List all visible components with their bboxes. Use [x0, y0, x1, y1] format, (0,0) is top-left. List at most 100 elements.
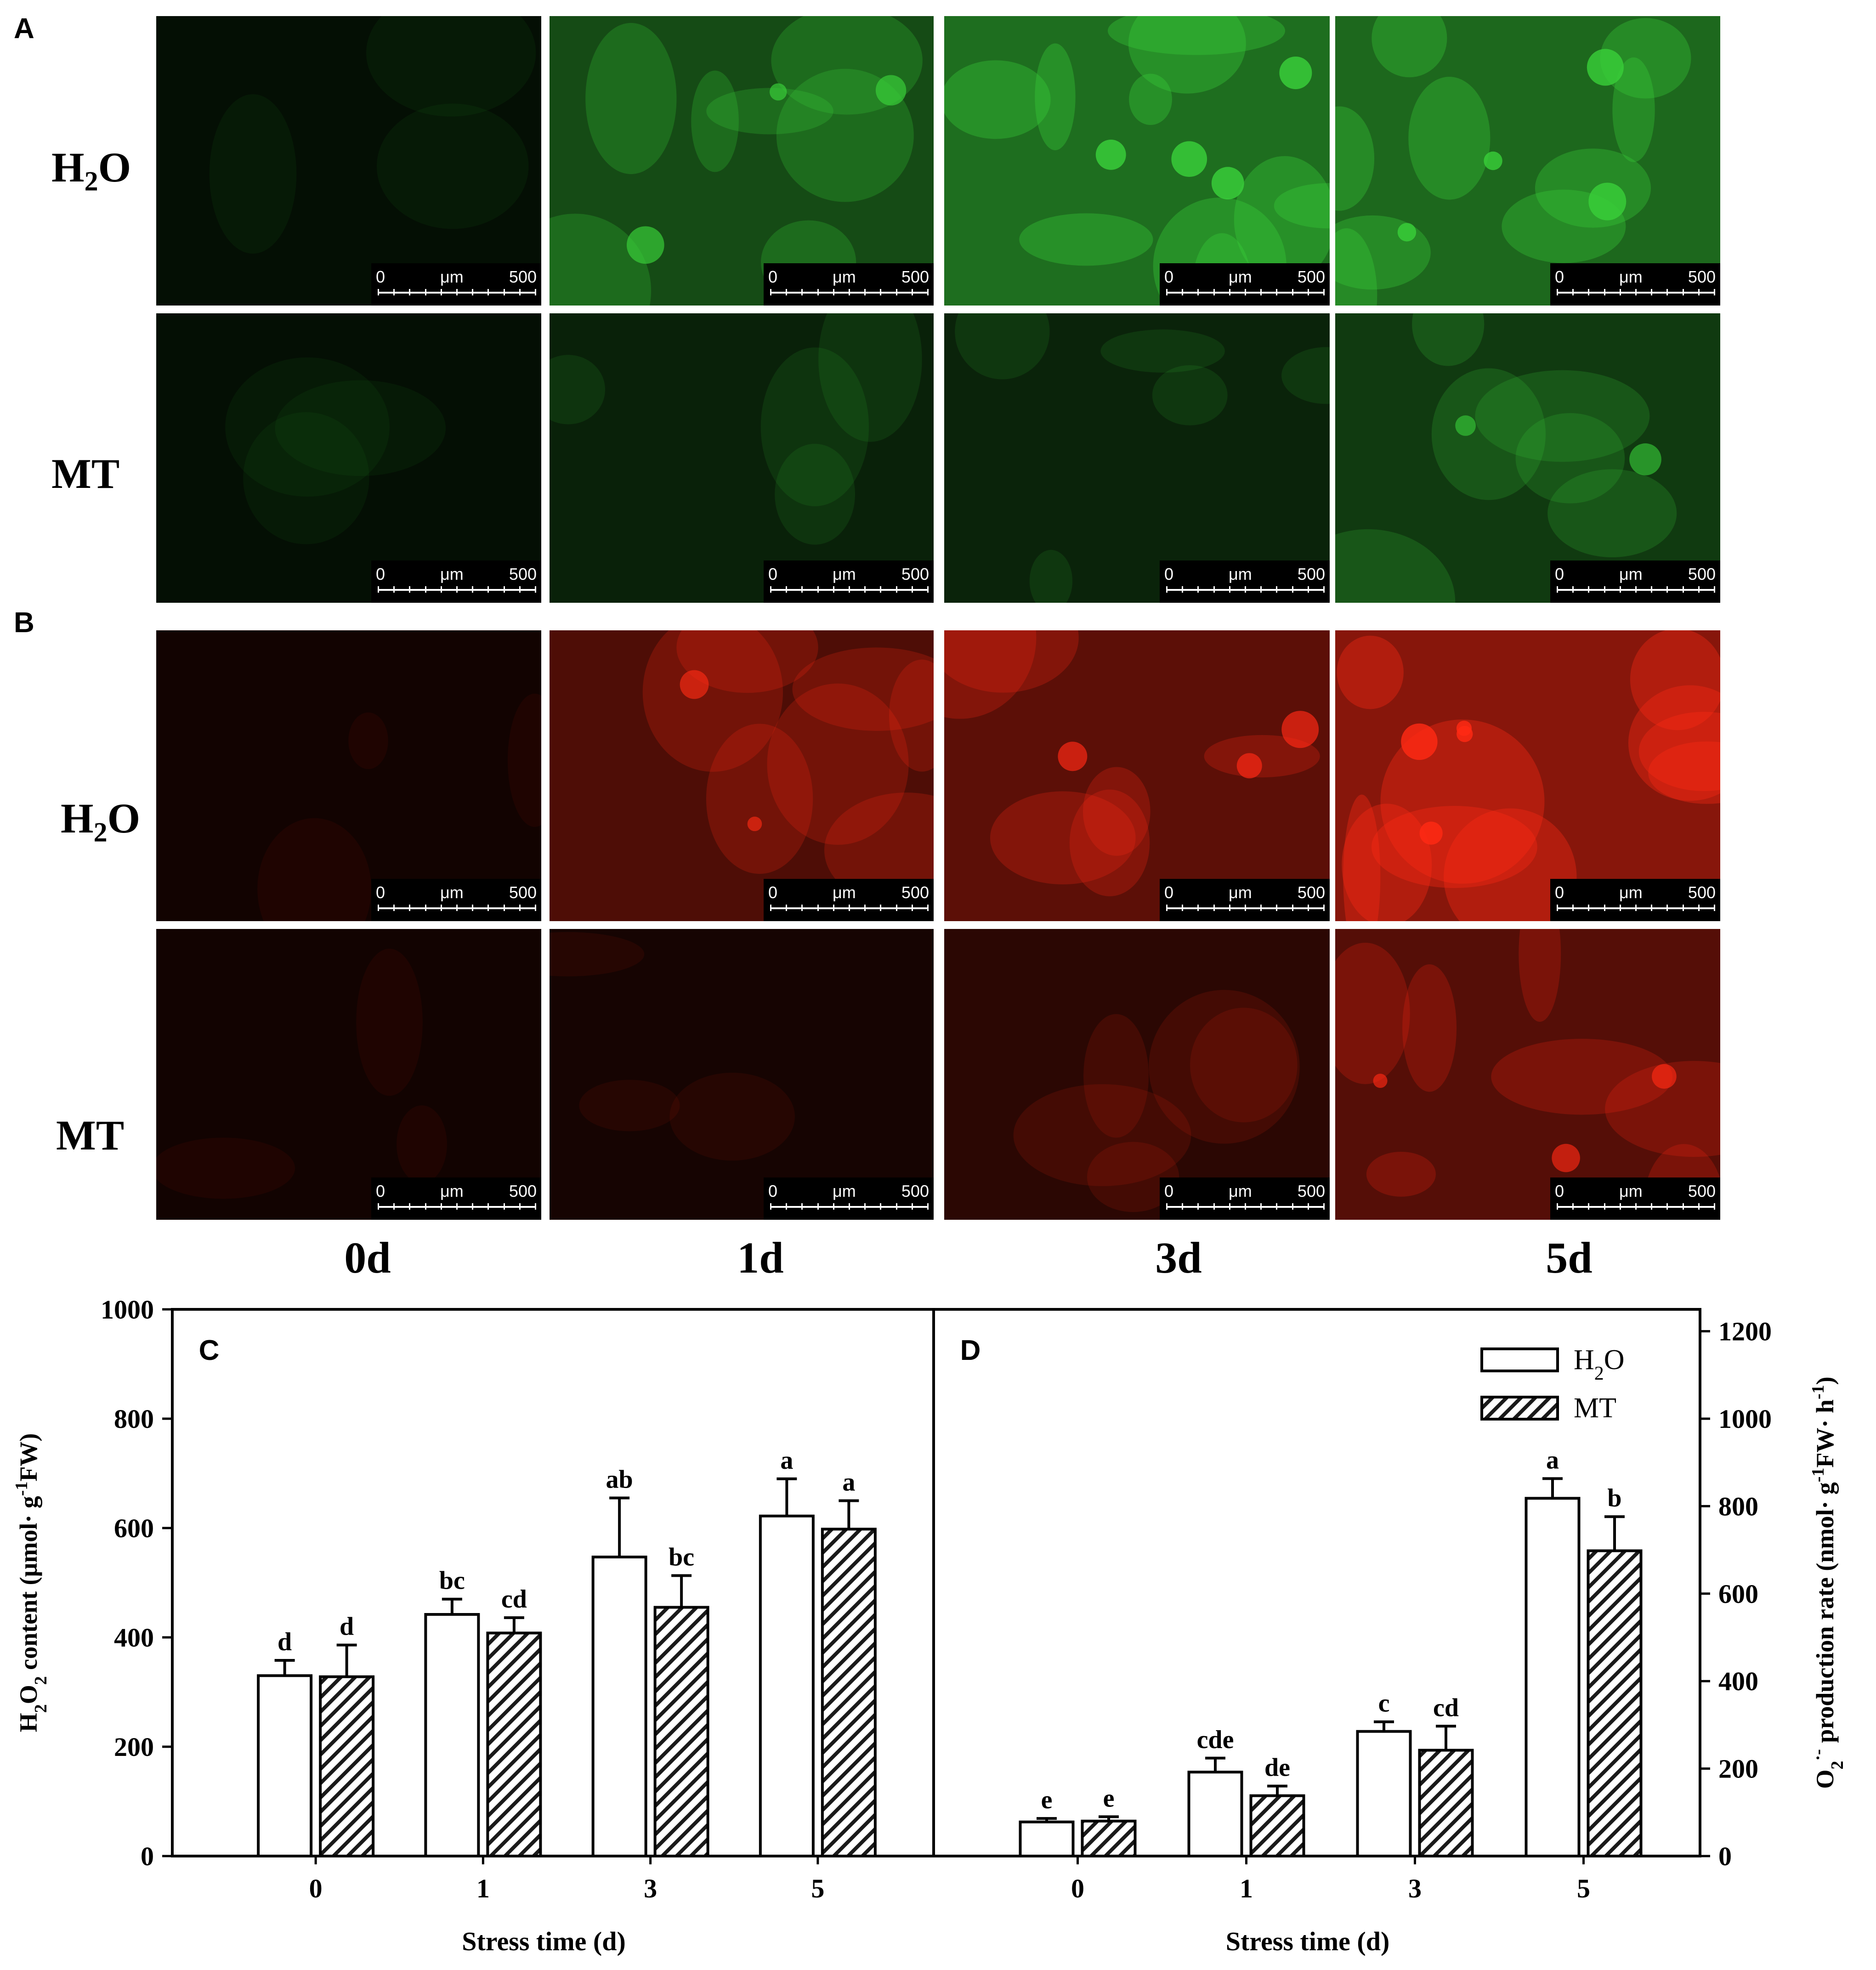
significance-letter: d [340, 1613, 354, 1641]
y-axis-label-d: O2·- production rate (nmol· g-1FW· h-1) [1808, 1376, 1847, 1789]
legend-label-mt: MT [1574, 1393, 1616, 1424]
scale-bar-start: 0 [1164, 883, 1174, 902]
scale-bar-start: 0 [376, 565, 385, 583]
panel-letter-b: B [14, 607, 34, 639]
legend-swatch-mt [1480, 1396, 1559, 1421]
significance-letter: e [1103, 1784, 1115, 1812]
x-tick-label: 5 [811, 1874, 824, 1903]
bar-c-mt-3 [653, 1606, 709, 1857]
bar-d-h2o-5 [1525, 1497, 1581, 1858]
bar-d-mt-0 [1081, 1819, 1137, 1857]
scale-bar-unit: μm [440, 1182, 464, 1200]
scale-bar: 0 μm 500 [764, 263, 934, 306]
legend-swatch-h2o [1480, 1347, 1559, 1372]
scale-bar-unit: μm [440, 267, 464, 286]
significance-letter: a [842, 1468, 855, 1497]
scale-bar-unit: μm [440, 883, 464, 902]
scale-bar-start: 0 [1555, 883, 1564, 902]
bar-d-h2o-0 [1019, 1820, 1075, 1858]
row-label-b-h2o: H2O [61, 795, 141, 848]
scale-bar: 0 μm 500 [1160, 1177, 1330, 1220]
scale-bar-end: 500 [1297, 1182, 1325, 1200]
x-tick-label: 1 [476, 1874, 490, 1903]
scale-bar: 0 μm 500 [1160, 879, 1330, 921]
scale-bar-start: 0 [768, 883, 778, 902]
micrograph-a-r2-c1: 0 μm 500 [156, 313, 541, 603]
scale-bar-end: 500 [1688, 565, 1716, 583]
x-tick-label: 3 [644, 1874, 657, 1903]
scale-bar: 0 μm 500 [1550, 1177, 1720, 1220]
scale-bar-end: 500 [1688, 1182, 1716, 1200]
x-axis-label-d: Stress time (d) [1226, 1926, 1390, 1956]
significance-letter: de [1264, 1754, 1290, 1782]
bar-c-h2o-5 [759, 1514, 815, 1857]
micrograph-b-r1-c4: 0 μm 500 [1335, 630, 1720, 921]
scale-bar: 0 μm 500 [371, 1177, 541, 1220]
row-label-a-h2o: H2O [51, 144, 131, 197]
bar-charts-c-d: C020040060080010000dd1bccd3abbc5aaStress… [12, 1295, 1847, 1956]
scale-bar-unit: μm [1619, 1182, 1643, 1200]
y-tick-label: 800 [114, 1404, 154, 1434]
scale-bar-end: 500 [509, 883, 537, 902]
scale-bar-start: 0 [768, 267, 778, 286]
significance-letter: c [1378, 1689, 1390, 1718]
significance-letter: bc [439, 1567, 465, 1595]
day-label-0: 0d [344, 1233, 391, 1282]
row-label-a-mt: MT [51, 450, 120, 497]
day-label-1: 1d [737, 1233, 784, 1282]
micrograph-a-r1-c3: 0 μm 500 [944, 16, 1330, 306]
x-axis-label-c: Stress time (d) [462, 1926, 626, 1956]
x-tick-label: 5 [1577, 1874, 1590, 1903]
scale-bar-start: 0 [768, 1182, 778, 1200]
micrograph-b-r1-c2: 0 μm 500 [550, 630, 934, 921]
y-tick-label: 600 [114, 1513, 154, 1543]
scale-bar-unit: μm [833, 883, 856, 902]
y-tick-label: 1000 [1718, 1404, 1772, 1434]
panel-letter-a: A [14, 13, 34, 45]
bar-c-h2o-0 [257, 1674, 313, 1857]
scale-bar-unit: μm [1619, 565, 1643, 583]
significance-letter: bc [669, 1543, 694, 1572]
scale-bar-unit: μm [1619, 267, 1643, 286]
y-tick-label: 1200 [1718, 1317, 1772, 1347]
scale-bar: 0 μm 500 [764, 1177, 934, 1220]
scale-bar: 0 μm 500 [1550, 879, 1720, 921]
bar-d-mt-3 [1418, 1749, 1474, 1858]
scale-bar: 0 μm 500 [764, 879, 934, 921]
scale-bar-unit: μm [1229, 1182, 1252, 1200]
bar-c-mt-1 [486, 1631, 542, 1857]
svg-text:H2O2 content (μmol· g-1FW): H2O2 content (μmol· g-1FW) [12, 1433, 51, 1732]
scale-bar-unit: μm [1229, 883, 1252, 902]
scale-bar-end: 500 [901, 883, 929, 902]
significance-letter: cd [501, 1585, 527, 1613]
y-tick-label: 400 [114, 1623, 154, 1653]
y-tick-label: 600 [1718, 1579, 1758, 1609]
bar-d-mt-5 [1587, 1549, 1643, 1857]
micrograph-a-r1-c1: 0 μm 500 [156, 16, 541, 306]
scale-bar-unit: μm [440, 565, 464, 583]
significance-letter: d [278, 1628, 292, 1656]
x-tick-label: 3 [1408, 1874, 1422, 1903]
significance-letter: cd [1433, 1693, 1459, 1722]
day-label-5: 5d [1546, 1233, 1593, 1282]
y-tick-label: 400 [1718, 1666, 1758, 1696]
micrograph-b-r2-c4: 0 μm 500 [1335, 929, 1720, 1220]
scale-bar-end: 500 [1297, 267, 1325, 286]
micrograph-b-r1-c3: 0 μm 500 [944, 630, 1330, 921]
scale-bar-end: 500 [901, 267, 929, 286]
day-label-3: 3d [1155, 1233, 1202, 1282]
x-tick-label: 0 [309, 1874, 323, 1903]
scale-bar-end: 500 [1297, 883, 1325, 902]
scale-bar-start: 0 [768, 565, 778, 583]
y-tick-label: 800 [1718, 1491, 1758, 1521]
scale-bar-end: 500 [901, 1182, 929, 1200]
significance-letter: ab [606, 1466, 633, 1494]
micrograph-a-r2-c4: 0 μm 500 [1335, 313, 1720, 603]
bar-c-h2o-3 [591, 1556, 647, 1857]
y-tick-label: 200 [114, 1732, 154, 1762]
scale-bar: 0 μm 500 [371, 263, 541, 306]
scale-bar-unit: μm [833, 1182, 856, 1200]
scale-bar-start: 0 [1555, 565, 1564, 583]
scale-bar-unit: μm [833, 267, 856, 286]
scale-bar-unit: μm [833, 565, 856, 583]
